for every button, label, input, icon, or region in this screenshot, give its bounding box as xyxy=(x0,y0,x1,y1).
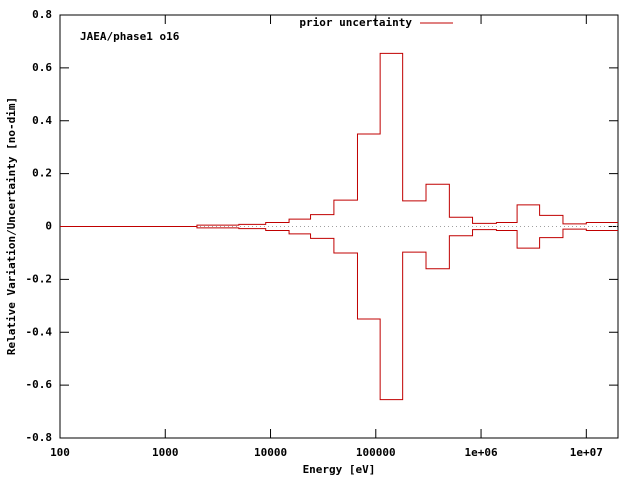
legend-label: prior uncertainty xyxy=(299,16,412,29)
x-axis-label: Energy [eV] xyxy=(303,463,376,476)
step-line xyxy=(60,52,618,227)
y-tick-label: -0.8 xyxy=(26,431,53,444)
x-tick-label: 10000 xyxy=(254,446,287,459)
x-tick-label: 100 xyxy=(50,446,70,459)
y-axis-label: Relative Variation/Uncertainty [no-dim] xyxy=(5,97,18,355)
y-tick-label: 0.8 xyxy=(32,8,52,21)
y-tick-label: 0.4 xyxy=(32,114,52,127)
x-tick-label: 100000 xyxy=(356,446,396,459)
x-tick-label: 1e+07 xyxy=(570,446,603,459)
y-tick-label: -0.6 xyxy=(26,378,53,391)
step-line xyxy=(60,226,618,401)
y-tick-label: -0.4 xyxy=(26,325,53,338)
y-tick-label: 0.6 xyxy=(32,61,52,74)
x-tick-label: 1000 xyxy=(152,446,179,459)
y-tick-label: 0.2 xyxy=(32,167,52,180)
annotation: JAEA/phase1 o16 xyxy=(80,30,180,43)
x-tick-label: 1e+06 xyxy=(464,446,497,459)
y-tick-label: -0.2 xyxy=(26,272,53,285)
y-tick-label: 0 xyxy=(45,220,52,233)
